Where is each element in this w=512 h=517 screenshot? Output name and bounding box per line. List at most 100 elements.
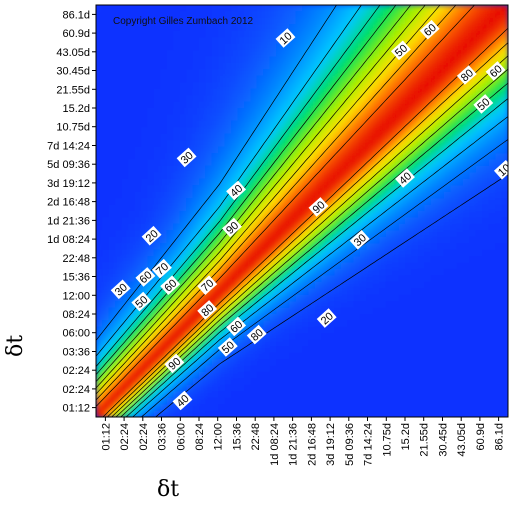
heat-cell xyxy=(269,249,277,257)
heat-cell xyxy=(115,140,123,148)
heat-cell xyxy=(289,275,297,283)
heat-cell xyxy=(250,384,258,392)
heat-cell xyxy=(244,230,252,238)
heat-cell xyxy=(417,82,425,90)
heat-cell xyxy=(398,384,406,392)
heat-cell xyxy=(141,24,149,32)
heat-cell xyxy=(488,301,496,309)
heat-cell xyxy=(115,326,123,334)
heat-cell xyxy=(385,371,393,379)
heat-cell xyxy=(372,320,380,328)
heat-cell xyxy=(482,391,490,399)
heat-cell xyxy=(173,56,181,64)
heat-cell xyxy=(244,24,252,32)
heat-cell xyxy=(340,11,348,19)
heat-cell xyxy=(263,159,271,167)
heat-cell xyxy=(443,346,451,354)
heat-cell xyxy=(160,243,168,251)
heat-cell xyxy=(392,191,400,199)
heat-cell xyxy=(224,88,232,96)
heat-cell xyxy=(173,101,181,109)
heat-cell xyxy=(96,17,104,25)
heat-cell xyxy=(199,37,207,45)
heat-cell xyxy=(321,43,329,51)
heat-cell xyxy=(340,371,348,379)
heat-cell xyxy=(147,153,155,161)
heat-cell xyxy=(147,217,155,225)
heat-cell xyxy=(205,365,213,373)
heat-cell xyxy=(372,50,380,58)
heat-cell xyxy=(469,301,477,309)
heat-cell xyxy=(128,320,136,328)
heat-cell xyxy=(359,185,367,193)
heat-cell xyxy=(353,185,361,193)
heat-cell xyxy=(417,37,425,45)
heat-cell xyxy=(443,108,451,116)
heat-cell xyxy=(205,371,213,379)
heat-cell xyxy=(192,307,200,315)
heat-cell xyxy=(379,230,387,238)
heat-cell xyxy=(366,114,374,122)
heat-cell xyxy=(250,359,258,367)
heat-cell xyxy=(166,301,174,309)
heat-cell xyxy=(147,95,155,103)
heat-cell xyxy=(327,365,335,373)
heat-cell xyxy=(108,326,116,334)
heat-cell xyxy=(96,230,104,238)
heat-cell xyxy=(405,56,413,64)
heat-cell xyxy=(321,101,329,109)
heat-cell xyxy=(308,185,316,193)
heat-cell xyxy=(424,320,432,328)
x-tick-label: 02:24 xyxy=(138,423,150,451)
heat-cell xyxy=(308,50,316,58)
heat-cell xyxy=(475,56,483,64)
heat-cell xyxy=(430,346,438,354)
heat-cell xyxy=(366,346,374,354)
heat-cell xyxy=(96,320,104,328)
heat-cell xyxy=(237,211,245,219)
heat-cell xyxy=(244,95,252,103)
heat-cell xyxy=(385,88,393,96)
heat-cell xyxy=(121,153,129,161)
heat-cell xyxy=(334,198,342,206)
heat-cell xyxy=(405,230,413,238)
heat-cell xyxy=(450,56,458,64)
heat-cell xyxy=(250,371,258,379)
heat-cell xyxy=(456,262,464,270)
heat-cell xyxy=(475,256,483,264)
heat-cell xyxy=(340,236,348,244)
heat-cell xyxy=(173,326,181,334)
heat-cell xyxy=(186,114,194,122)
heat-cell xyxy=(405,5,413,13)
heat-cell xyxy=(218,191,226,199)
heat-cell xyxy=(211,249,219,257)
heat-cell xyxy=(417,326,425,334)
heat-cell xyxy=(282,217,290,225)
heat-cell xyxy=(244,243,252,251)
heat-cell xyxy=(282,333,290,341)
heat-cell xyxy=(128,62,136,70)
heat-cell xyxy=(205,391,213,399)
heat-cell xyxy=(424,127,432,135)
heat-cell xyxy=(482,378,490,386)
heat-cell xyxy=(392,384,400,392)
heat-cell xyxy=(199,384,207,392)
heat-cell xyxy=(437,378,445,386)
heat-cell xyxy=(218,333,226,341)
heat-cell xyxy=(469,378,477,386)
heat-cell xyxy=(443,50,451,58)
heat-cell xyxy=(321,11,329,19)
heat-cell xyxy=(385,275,393,283)
heat-cell xyxy=(430,243,438,251)
heat-cell xyxy=(237,371,245,379)
heat-cell xyxy=(199,371,207,379)
heat-cell xyxy=(173,43,181,51)
heat-cell xyxy=(456,159,464,167)
heat-cell xyxy=(295,56,303,64)
heat-cell xyxy=(359,371,367,379)
heat-cell xyxy=(392,127,400,135)
heat-cell xyxy=(263,352,271,360)
heat-cell xyxy=(392,211,400,219)
heat-cell xyxy=(211,359,219,367)
heat-cell xyxy=(224,82,232,90)
